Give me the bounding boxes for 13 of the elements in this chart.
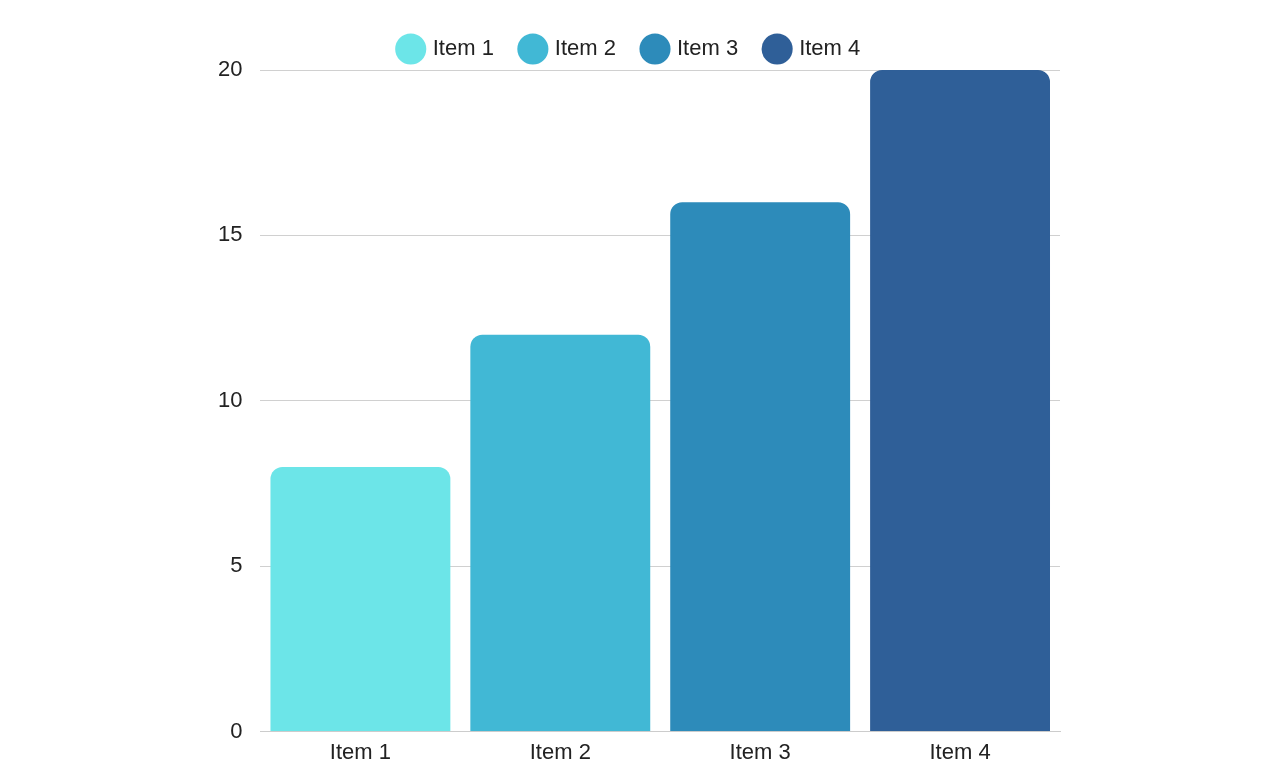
x-tick-label: Item 2 — [529, 738, 591, 764]
x-tick-label: Item 4 — [929, 738, 991, 764]
y-tick-label: 20 — [217, 56, 243, 82]
x-tick-label: Item 1 — [329, 738, 391, 764]
y-tick-label: 10 — [217, 386, 243, 412]
legend-label: Item 3 — [677, 35, 739, 61]
legend-label: Item 4 — [799, 35, 861, 61]
legend-label: Item 1 — [432, 35, 494, 61]
legend-label: Item 2 — [554, 35, 617, 61]
x-tick-label: Item 3 — [729, 738, 791, 764]
y-tick-label: 0 — [230, 717, 243, 743]
y-tick-label: 15 — [217, 221, 243, 247]
y-tick-label: 5 — [230, 552, 243, 578]
